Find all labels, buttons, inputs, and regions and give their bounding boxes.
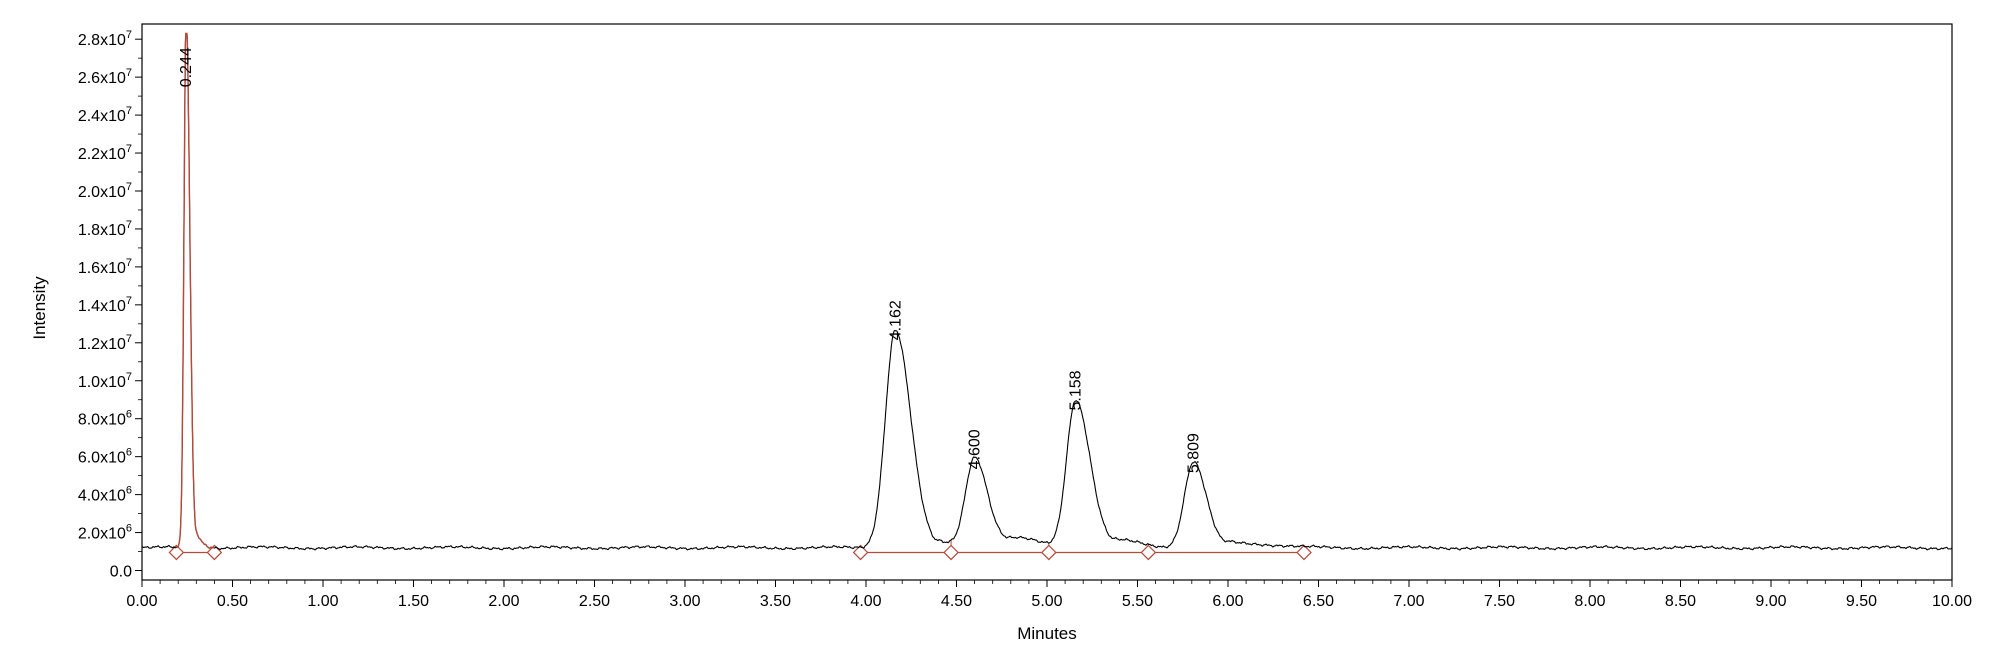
x-tick-label: 1.50 xyxy=(398,593,429,610)
y-tick-label: 2.4x107 xyxy=(78,105,132,125)
x-tick-label: 6.00 xyxy=(1212,593,1243,610)
y-tick-label: 4.0x106 xyxy=(78,485,132,505)
x-axis-ticks: 0.00 0.50 1.00 1.50 2.00 2.50 3.00 3.50 4.00 4.50… xyxy=(126,580,1972,610)
x-axis-label: Minutes xyxy=(1017,624,1077,643)
x-tick-label: 2.00 xyxy=(488,593,519,610)
integration-marker-diamond xyxy=(206,544,223,561)
x-tick-label: 1.00 xyxy=(307,593,338,610)
x-tick-label: 8.50 xyxy=(1665,593,1696,610)
y-axis-ticks: 0.0 2.0x106 4.0x106 6.0x106 8.0x106 1.0x107 1.… xyxy=(78,29,142,581)
y-tick-label: 1.0x107 xyxy=(78,371,132,391)
x-tick-label: 7.00 xyxy=(1393,593,1424,610)
series-layer xyxy=(141,32,1953,551)
integration-marker-diamond xyxy=(852,544,869,561)
x-tick-label: 2.50 xyxy=(579,593,610,610)
y-axis-label: Intensity xyxy=(30,276,49,340)
x-tick-label: 8.00 xyxy=(1574,593,1605,610)
integration-marker-diamond xyxy=(1040,544,1057,561)
peak-labels: 0.244 4.162 4.600 5.158 5.809 xyxy=(178,47,1202,473)
x-tick-label: 0.00 xyxy=(126,593,157,610)
x-tick-label: 3.50 xyxy=(760,593,791,610)
y-tick-label: 2.8x107 xyxy=(78,29,132,49)
integration-layer xyxy=(168,539,1312,561)
y-tick-label: 2.6x107 xyxy=(78,67,132,87)
y-tick-label: 1.6x107 xyxy=(78,257,132,277)
y-tick-label: 6.0x106 xyxy=(78,447,132,467)
y-tick-label: 8.0x106 xyxy=(78,409,132,429)
y-tick-label: 2.0x106 xyxy=(78,523,132,543)
y-tick-label: 1.8x107 xyxy=(78,219,132,239)
peak-label: 5.809 xyxy=(1185,433,1202,473)
integration-marker-diamond xyxy=(168,544,185,561)
x-tick-label: 10.00 xyxy=(1932,593,1972,610)
peak-label: 0.244 xyxy=(178,47,195,87)
x-tick-label: 4.50 xyxy=(941,593,972,610)
y-tick-label: 0.0 xyxy=(110,564,132,581)
x-tick-label: 5.50 xyxy=(1122,593,1153,610)
highlighted-peak-trace xyxy=(176,32,215,549)
y-tick-label: 1.4x107 xyxy=(78,295,132,315)
x-tick-label: 5.00 xyxy=(1031,593,1062,610)
peak-label: 4.162 xyxy=(887,300,904,340)
x-tick-label: 4.00 xyxy=(850,593,881,610)
x-tick-label: 0.50 xyxy=(217,593,248,610)
x-tick-label: 7.50 xyxy=(1484,593,1515,610)
y-tick-label: 2.2x107 xyxy=(78,143,132,163)
x-tick-label: 9.50 xyxy=(1846,593,1877,610)
integration-marker-diamond xyxy=(943,544,959,561)
y-tick-label: 2.0x107 xyxy=(78,181,132,201)
peak-label: 5.158 xyxy=(1068,370,1085,410)
y-tick-label: 1.2x107 xyxy=(78,333,132,353)
x-tick-label: 3.00 xyxy=(669,593,700,610)
x-tick-label: 9.00 xyxy=(1755,593,1786,610)
integration-marker-diamond xyxy=(1296,544,1312,561)
peak-label: 4.600 xyxy=(967,429,984,469)
x-tick-label: 6.50 xyxy=(1303,593,1334,610)
integration-marker-diamond xyxy=(1140,544,1157,561)
chromatogram-trace xyxy=(141,32,1953,551)
